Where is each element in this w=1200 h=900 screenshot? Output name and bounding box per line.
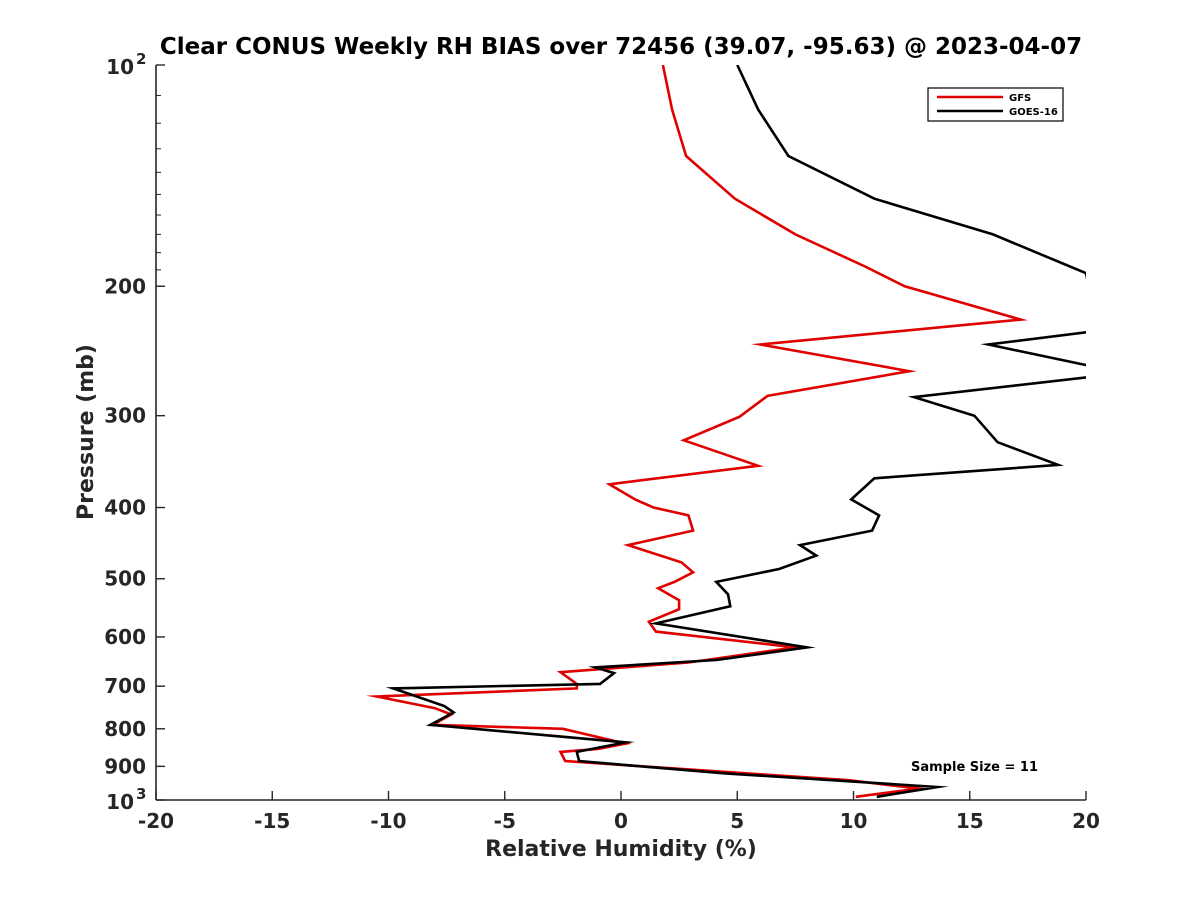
legend-label-gfs: GFS — [1009, 93, 1031, 104]
y-tick-label: 200 — [104, 274, 146, 298]
y-tick-label: 800 — [104, 717, 146, 741]
chart-title: Clear CONUS Weekly RH BIAS over 72456 (3… — [160, 34, 1082, 60]
y-tick-label: 900 — [104, 754, 146, 778]
series-lines — [366, 65, 1086, 799]
series-line-gfs — [366, 65, 1028, 799]
x-tick-label: 20 — [1072, 809, 1100, 833]
x-tick-label: 5 — [730, 809, 744, 833]
axes: -20 -15 -10 -5 0 5 10 15 20 200 300 400 500 600 700 800… — [104, 50, 1100, 833]
legend: GFS GOES-16 — [927, 87, 1064, 122]
y-axis-title: Pressure (mb) — [74, 344, 99, 520]
y-tick-label-bottom: 10 — [106, 790, 134, 814]
x-axis-title: Relative Humidity (%) — [485, 837, 757, 862]
x-tick-label: -15 — [254, 809, 290, 833]
y-tick-label: 500 — [104, 567, 146, 591]
y-tick-label-top: 10 — [106, 55, 134, 79]
x-tick-label: -10 — [370, 809, 406, 833]
x-tick-label: -5 — [494, 809, 516, 833]
x-tick-label: 10 — [840, 809, 868, 833]
y-tick-exponent-top: 2 — [136, 50, 146, 68]
sample-size-annotation: Sample Size = 11 — [911, 760, 1038, 775]
y-tick-label: 600 — [104, 625, 146, 649]
legend-label-goes16: GOES-16 — [1009, 107, 1058, 118]
y-tick-label: 400 — [104, 496, 146, 520]
series-line-goes16 — [385, 65, 1086, 799]
y-tick-label: 300 — [104, 404, 146, 428]
x-tick-label: 15 — [956, 809, 984, 833]
x-tick-label: -20 — [138, 809, 174, 833]
y-tick-exponent-bottom: 3 — [136, 785, 146, 803]
legend-box — [927, 87, 1064, 122]
x-tick-label: 0 — [614, 809, 628, 833]
y-tick-label: 700 — [104, 674, 146, 698]
